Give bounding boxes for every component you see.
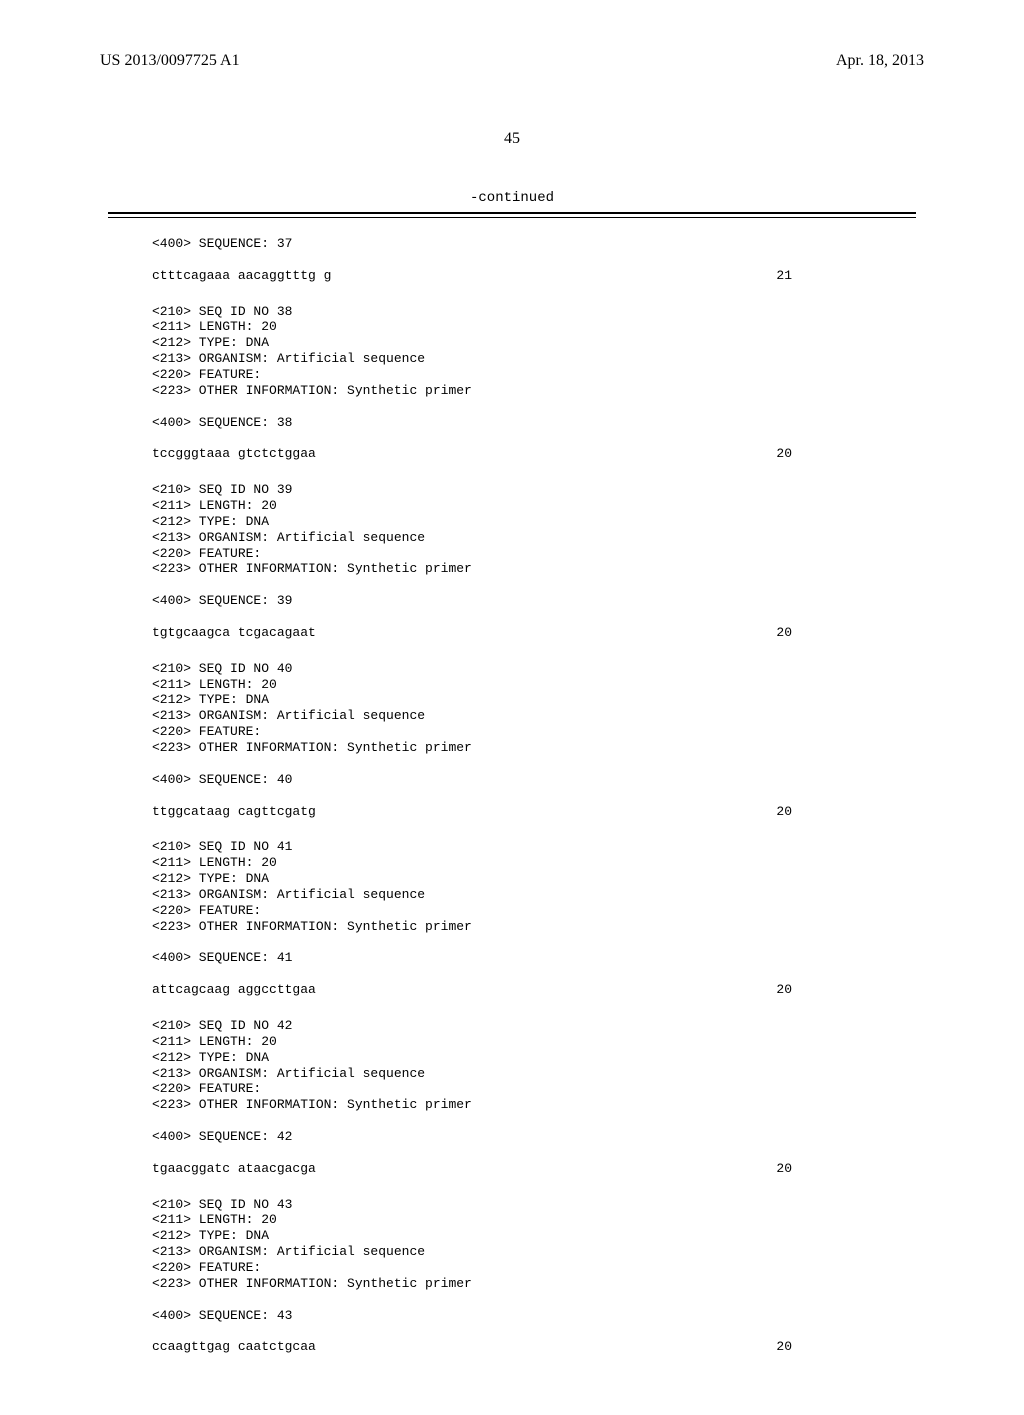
seq-meta-line: <211> LENGTH: 20 <box>152 677 872 693</box>
horizontal-rule <box>108 212 916 218</box>
blank-line <box>152 609 872 625</box>
page: US 2013/0097725 A1 Apr. 18, 2013 45 -con… <box>0 0 1024 1415</box>
seq-meta-line: <212> TYPE: DNA <box>152 692 872 708</box>
sequence-block: <400> SEQUENCE: 37 ctttcagaaa aacaggtttg… <box>152 236 872 284</box>
seq-meta-line: <211> LENGTH: 20 <box>152 1034 872 1050</box>
page-number: 45 <box>100 130 924 148</box>
sequence-row: tgtgcaagca tcgacagaat 20 <box>152 625 792 641</box>
sequence-length: 21 <box>776 268 792 284</box>
sequence-length: 20 <box>776 804 792 820</box>
seq-meta-line: <213> ORGANISM: Artificial sequence <box>152 887 872 903</box>
page-header: US 2013/0097725 A1 Apr. 18, 2013 <box>100 52 924 70</box>
seq-meta-line: <223> OTHER INFORMATION: Synthetic prime… <box>152 1097 872 1113</box>
sequence-row: ttggcataag cagttcgatg 20 <box>152 804 792 820</box>
sequence-length: 20 <box>776 625 792 641</box>
sequence-row: tgaacggatc ataacgacga 20 <box>152 1161 792 1177</box>
seq-meta-line: <210> SEQ ID NO 39 <box>152 482 872 498</box>
seq-meta-line: <220> FEATURE: <box>152 724 872 740</box>
seq-meta-line: <220> FEATURE: <box>152 546 872 562</box>
sequence-block: <210> SEQ ID NO 40<211> LENGTH: 20<212> … <box>152 661 872 820</box>
sequence-length: 20 <box>776 1339 792 1355</box>
sequence-row: ctttcagaaa aacaggtttg g 21 <box>152 268 792 284</box>
continued-label: -continued <box>100 190 924 206</box>
sequence-length: 20 <box>776 982 792 998</box>
seq-meta-line: <210> SEQ ID NO 40 <box>152 661 872 677</box>
seq-meta-line: <212> TYPE: DNA <box>152 335 872 351</box>
seq-meta-line: <210> SEQ ID NO 38 <box>152 304 872 320</box>
seq-meta-line: <223> OTHER INFORMATION: Synthetic prime… <box>152 561 872 577</box>
blank-line <box>152 430 872 446</box>
seq-meta-line: <400> SEQUENCE: 42 <box>152 1129 872 1145</box>
seq-meta-line <box>152 756 872 772</box>
seq-meta-line: <400> SEQUENCE: 41 <box>152 950 872 966</box>
sequence-block: <210> SEQ ID NO 38<211> LENGTH: 20<212> … <box>152 304 872 463</box>
seq-meta-line: <213> ORGANISM: Artificial sequence <box>152 351 872 367</box>
seq-meta-line: <210> SEQ ID NO 43 <box>152 1197 872 1213</box>
sequence-text: tgtgcaagca tcgacagaat <box>152 625 316 641</box>
seq-meta-line: <210> SEQ ID NO 41 <box>152 839 872 855</box>
seq-meta-line: <220> FEATURE: <box>152 367 872 383</box>
publication-number: US 2013/0097725 A1 <box>100 52 240 70</box>
seq-meta-line: <212> TYPE: DNA <box>152 1228 872 1244</box>
seq-meta-line: <211> LENGTH: 20 <box>152 498 872 514</box>
sequence-text: tgaacggatc ataacgacga <box>152 1161 316 1177</box>
sequence-row: tccgggtaaa gtctctggaa 20 <box>152 446 792 462</box>
seq-meta-line: <400> SEQUENCE: 37 <box>152 236 872 252</box>
blank-line <box>152 252 872 268</box>
sequence-text: tccgggtaaa gtctctggaa <box>152 446 316 462</box>
sequence-listing: <400> SEQUENCE: 37 ctttcagaaa aacaggtttg… <box>100 236 924 1355</box>
seq-meta-line <box>152 1292 872 1308</box>
seq-meta-line: <212> TYPE: DNA <box>152 514 872 530</box>
sequence-length: 20 <box>776 446 792 462</box>
seq-meta-line: <210> SEQ ID NO 42 <box>152 1018 872 1034</box>
seq-meta-line: <220> FEATURE: <box>152 1081 872 1097</box>
seq-meta-line: <212> TYPE: DNA <box>152 1050 872 1066</box>
sequence-block: <210> SEQ ID NO 42<211> LENGTH: 20<212> … <box>152 1018 872 1177</box>
seq-meta-line: <213> ORGANISM: Artificial sequence <box>152 1244 872 1260</box>
publication-date: Apr. 18, 2013 <box>836 52 924 70</box>
sequence-length: 20 <box>776 1161 792 1177</box>
seq-meta-line: <211> LENGTH: 20 <box>152 855 872 871</box>
blank-line <box>152 788 872 804</box>
seq-meta-line: <211> LENGTH: 20 <box>152 1212 872 1228</box>
sequence-text: attcagcaag aggccttgaa <box>152 982 316 998</box>
seq-meta-line: <223> OTHER INFORMATION: Synthetic prime… <box>152 1276 872 1292</box>
seq-meta-line: <223> OTHER INFORMATION: Synthetic prime… <box>152 383 872 399</box>
sequence-block: <210> SEQ ID NO 41<211> LENGTH: 20<212> … <box>152 839 872 998</box>
sequence-row: ccaagttgag caatctgcaa 20 <box>152 1339 792 1355</box>
seq-meta-line <box>152 399 872 415</box>
seq-meta-line: <220> FEATURE: <box>152 903 872 919</box>
blank-line <box>152 1145 872 1161</box>
seq-meta-line: <400> SEQUENCE: 39 <box>152 593 872 609</box>
seq-meta-line: <400> SEQUENCE: 38 <box>152 415 872 431</box>
seq-meta-line <box>152 1113 872 1129</box>
seq-meta-line: <213> ORGANISM: Artificial sequence <box>152 1066 872 1082</box>
sequence-row: attcagcaag aggccttgaa 20 <box>152 982 792 998</box>
seq-meta-line <box>152 935 872 951</box>
seq-meta-line: <400> SEQUENCE: 40 <box>152 772 872 788</box>
blank-line <box>152 1323 872 1339</box>
seq-meta-line <box>152 577 872 593</box>
seq-meta-line: <400> SEQUENCE: 43 <box>152 1308 872 1324</box>
sequence-text: ttggcataag cagttcgatg <box>152 804 316 820</box>
seq-meta-line: <220> FEATURE: <box>152 1260 872 1276</box>
seq-meta-line: <213> ORGANISM: Artificial sequence <box>152 530 872 546</box>
seq-meta-line: <223> OTHER INFORMATION: Synthetic prime… <box>152 740 872 756</box>
seq-meta-line: <212> TYPE: DNA <box>152 871 872 887</box>
blank-line <box>152 966 872 982</box>
seq-meta-line: <211> LENGTH: 20 <box>152 319 872 335</box>
sequence-text: ctttcagaaa aacaggtttg g <box>152 268 331 284</box>
sequence-block: <210> SEQ ID NO 39<211> LENGTH: 20<212> … <box>152 482 872 641</box>
seq-meta-line: <213> ORGANISM: Artificial sequence <box>152 708 872 724</box>
seq-meta-line: <223> OTHER INFORMATION: Synthetic prime… <box>152 919 872 935</box>
sequence-text: ccaagttgag caatctgcaa <box>152 1339 316 1355</box>
sequence-block: <210> SEQ ID NO 43<211> LENGTH: 20<212> … <box>152 1197 872 1356</box>
